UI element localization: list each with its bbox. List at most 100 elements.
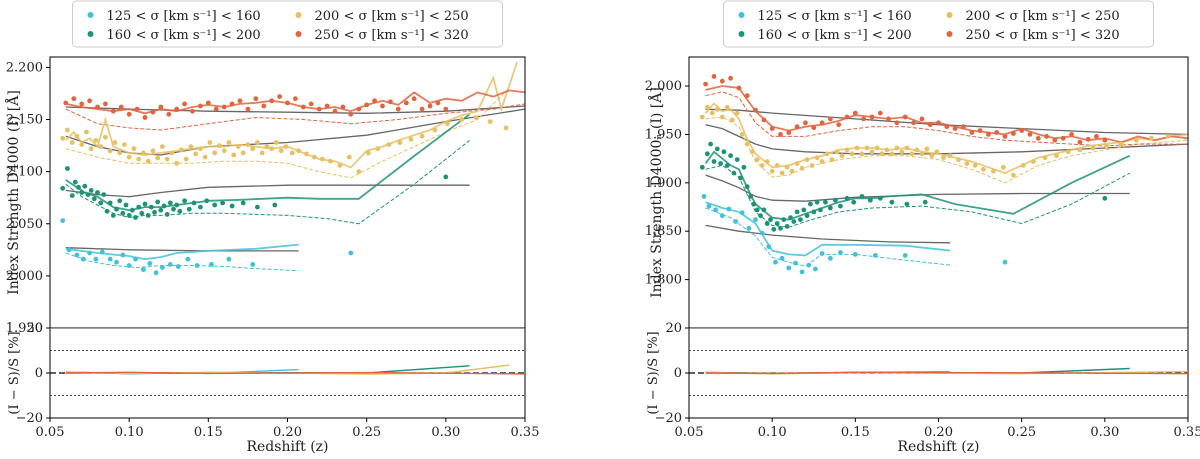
data-point-2 bbox=[738, 175, 743, 181]
data-point-3 bbox=[212, 150, 218, 156]
data-point-1 bbox=[194, 263, 200, 268]
data-point-3 bbox=[250, 146, 256, 152]
data-point-1 bbox=[753, 217, 758, 223]
data-point-3 bbox=[283, 144, 289, 150]
data-point-1 bbox=[726, 206, 732, 212]
data-point-3 bbox=[245, 142, 251, 148]
data-point-2 bbox=[851, 199, 857, 205]
data-point-4 bbox=[221, 104, 227, 110]
solid-curve-1 bbox=[705, 201, 951, 257]
data-point-3 bbox=[879, 151, 885, 157]
data-point-2 bbox=[229, 203, 235, 209]
data-point-2 bbox=[182, 198, 188, 204]
data-point-3 bbox=[169, 150, 175, 156]
data-point-1 bbox=[759, 230, 765, 236]
data-point-4 bbox=[348, 111, 354, 117]
data-point-4 bbox=[778, 132, 783, 137]
data-point-4 bbox=[245, 106, 251, 112]
data-point-4 bbox=[1002, 134, 1008, 139]
data-point-3 bbox=[274, 140, 279, 145]
data-point-4 bbox=[79, 101, 85, 107]
data-point-3 bbox=[289, 150, 295, 156]
data-point-2 bbox=[120, 210, 126, 216]
data-point-2 bbox=[801, 207, 807, 213]
data-point-3 bbox=[112, 140, 118, 145]
data-point-4 bbox=[719, 78, 725, 84]
data-point-3 bbox=[375, 146, 381, 152]
data-point-4 bbox=[944, 124, 950, 130]
data-point-4 bbox=[198, 103, 203, 109]
data-point-3 bbox=[93, 138, 99, 143]
data-point-3 bbox=[1104, 143, 1109, 149]
data-point-3 bbox=[264, 144, 270, 150]
data-point-3 bbox=[904, 145, 910, 151]
legend-label-4: 250 < σ [km s⁻¹] < 320 bbox=[315, 28, 469, 43]
data-point-4 bbox=[356, 106, 362, 112]
data-point-2 bbox=[174, 202, 180, 208]
data-point-4 bbox=[919, 116, 925, 122]
data-point-3 bbox=[304, 151, 309, 157]
data-point-2 bbox=[922, 199, 928, 205]
legend-marker-3 bbox=[295, 12, 302, 18]
data-point-2 bbox=[240, 200, 246, 206]
data-point-3 bbox=[1001, 164, 1006, 170]
data-point-3 bbox=[98, 144, 104, 150]
data-point-2 bbox=[152, 209, 157, 215]
data-point-3 bbox=[459, 117, 465, 122]
data-point-3 bbox=[759, 163, 765, 168]
data-point-1 bbox=[175, 264, 181, 269]
legend-marker-2 bbox=[87, 31, 94, 37]
data-point-2 bbox=[721, 149, 727, 155]
data-point-4 bbox=[443, 106, 449, 112]
data-point-1 bbox=[746, 225, 752, 231]
data-point-1 bbox=[226, 256, 232, 262]
data-point-4 bbox=[886, 116, 891, 122]
data-point-1 bbox=[80, 256, 86, 262]
data-point-4 bbox=[372, 98, 377, 104]
dashed-curve-1 bbox=[65, 252, 299, 272]
legend-marker-1 bbox=[738, 12, 745, 18]
data-point-4 bbox=[927, 122, 933, 128]
data-point-4 bbox=[411, 96, 417, 102]
data-point-3 bbox=[924, 146, 930, 152]
data-point-4 bbox=[395, 106, 401, 112]
data-point-2 bbox=[145, 213, 151, 218]
data-point-3 bbox=[386, 142, 392, 148]
data-point-1 bbox=[701, 194, 707, 199]
data-point-3 bbox=[419, 133, 425, 139]
data-point-3 bbox=[1011, 172, 1016, 178]
data-point-1 bbox=[1002, 259, 1008, 265]
data-point-3 bbox=[914, 147, 920, 153]
data-point-3 bbox=[864, 145, 870, 151]
data-point-2 bbox=[714, 146, 720, 152]
data-point-4 bbox=[110, 108, 116, 114]
data-point-4 bbox=[1077, 139, 1083, 145]
data-point-3 bbox=[889, 151, 895, 157]
data-point-4 bbox=[894, 120, 900, 126]
plot-area bbox=[699, 74, 1188, 275]
data-point-3 bbox=[145, 158, 151, 164]
data-point-4 bbox=[911, 120, 916, 126]
data-point-3 bbox=[356, 169, 362, 175]
data-point-3 bbox=[839, 153, 845, 159]
dashed-curve-3 bbox=[705, 116, 1188, 184]
data-point-4 bbox=[1094, 134, 1099, 139]
data-point-3 bbox=[964, 161, 970, 166]
y-tick-label: 1.900 bbox=[645, 176, 682, 191]
data-point-1 bbox=[838, 250, 843, 255]
data-point-4 bbox=[861, 116, 866, 122]
data-point-3 bbox=[174, 160, 180, 166]
x-tick-label: 0.25 bbox=[1007, 425, 1036, 440]
data-point-4 bbox=[736, 85, 742, 91]
data-point-2 bbox=[728, 153, 733, 159]
model-curve-3 bbox=[705, 124, 1188, 155]
data-point-2 bbox=[761, 207, 767, 213]
data-point-2 bbox=[272, 202, 278, 208]
data-point-4 bbox=[134, 106, 140, 112]
legend-marker-4 bbox=[295, 31, 302, 37]
data-point-3 bbox=[319, 156, 325, 162]
data-point-4 bbox=[71, 96, 77, 102]
data-point-3 bbox=[408, 136, 414, 142]
data-point-1 bbox=[713, 207, 718, 213]
data-point-1 bbox=[786, 265, 792, 271]
